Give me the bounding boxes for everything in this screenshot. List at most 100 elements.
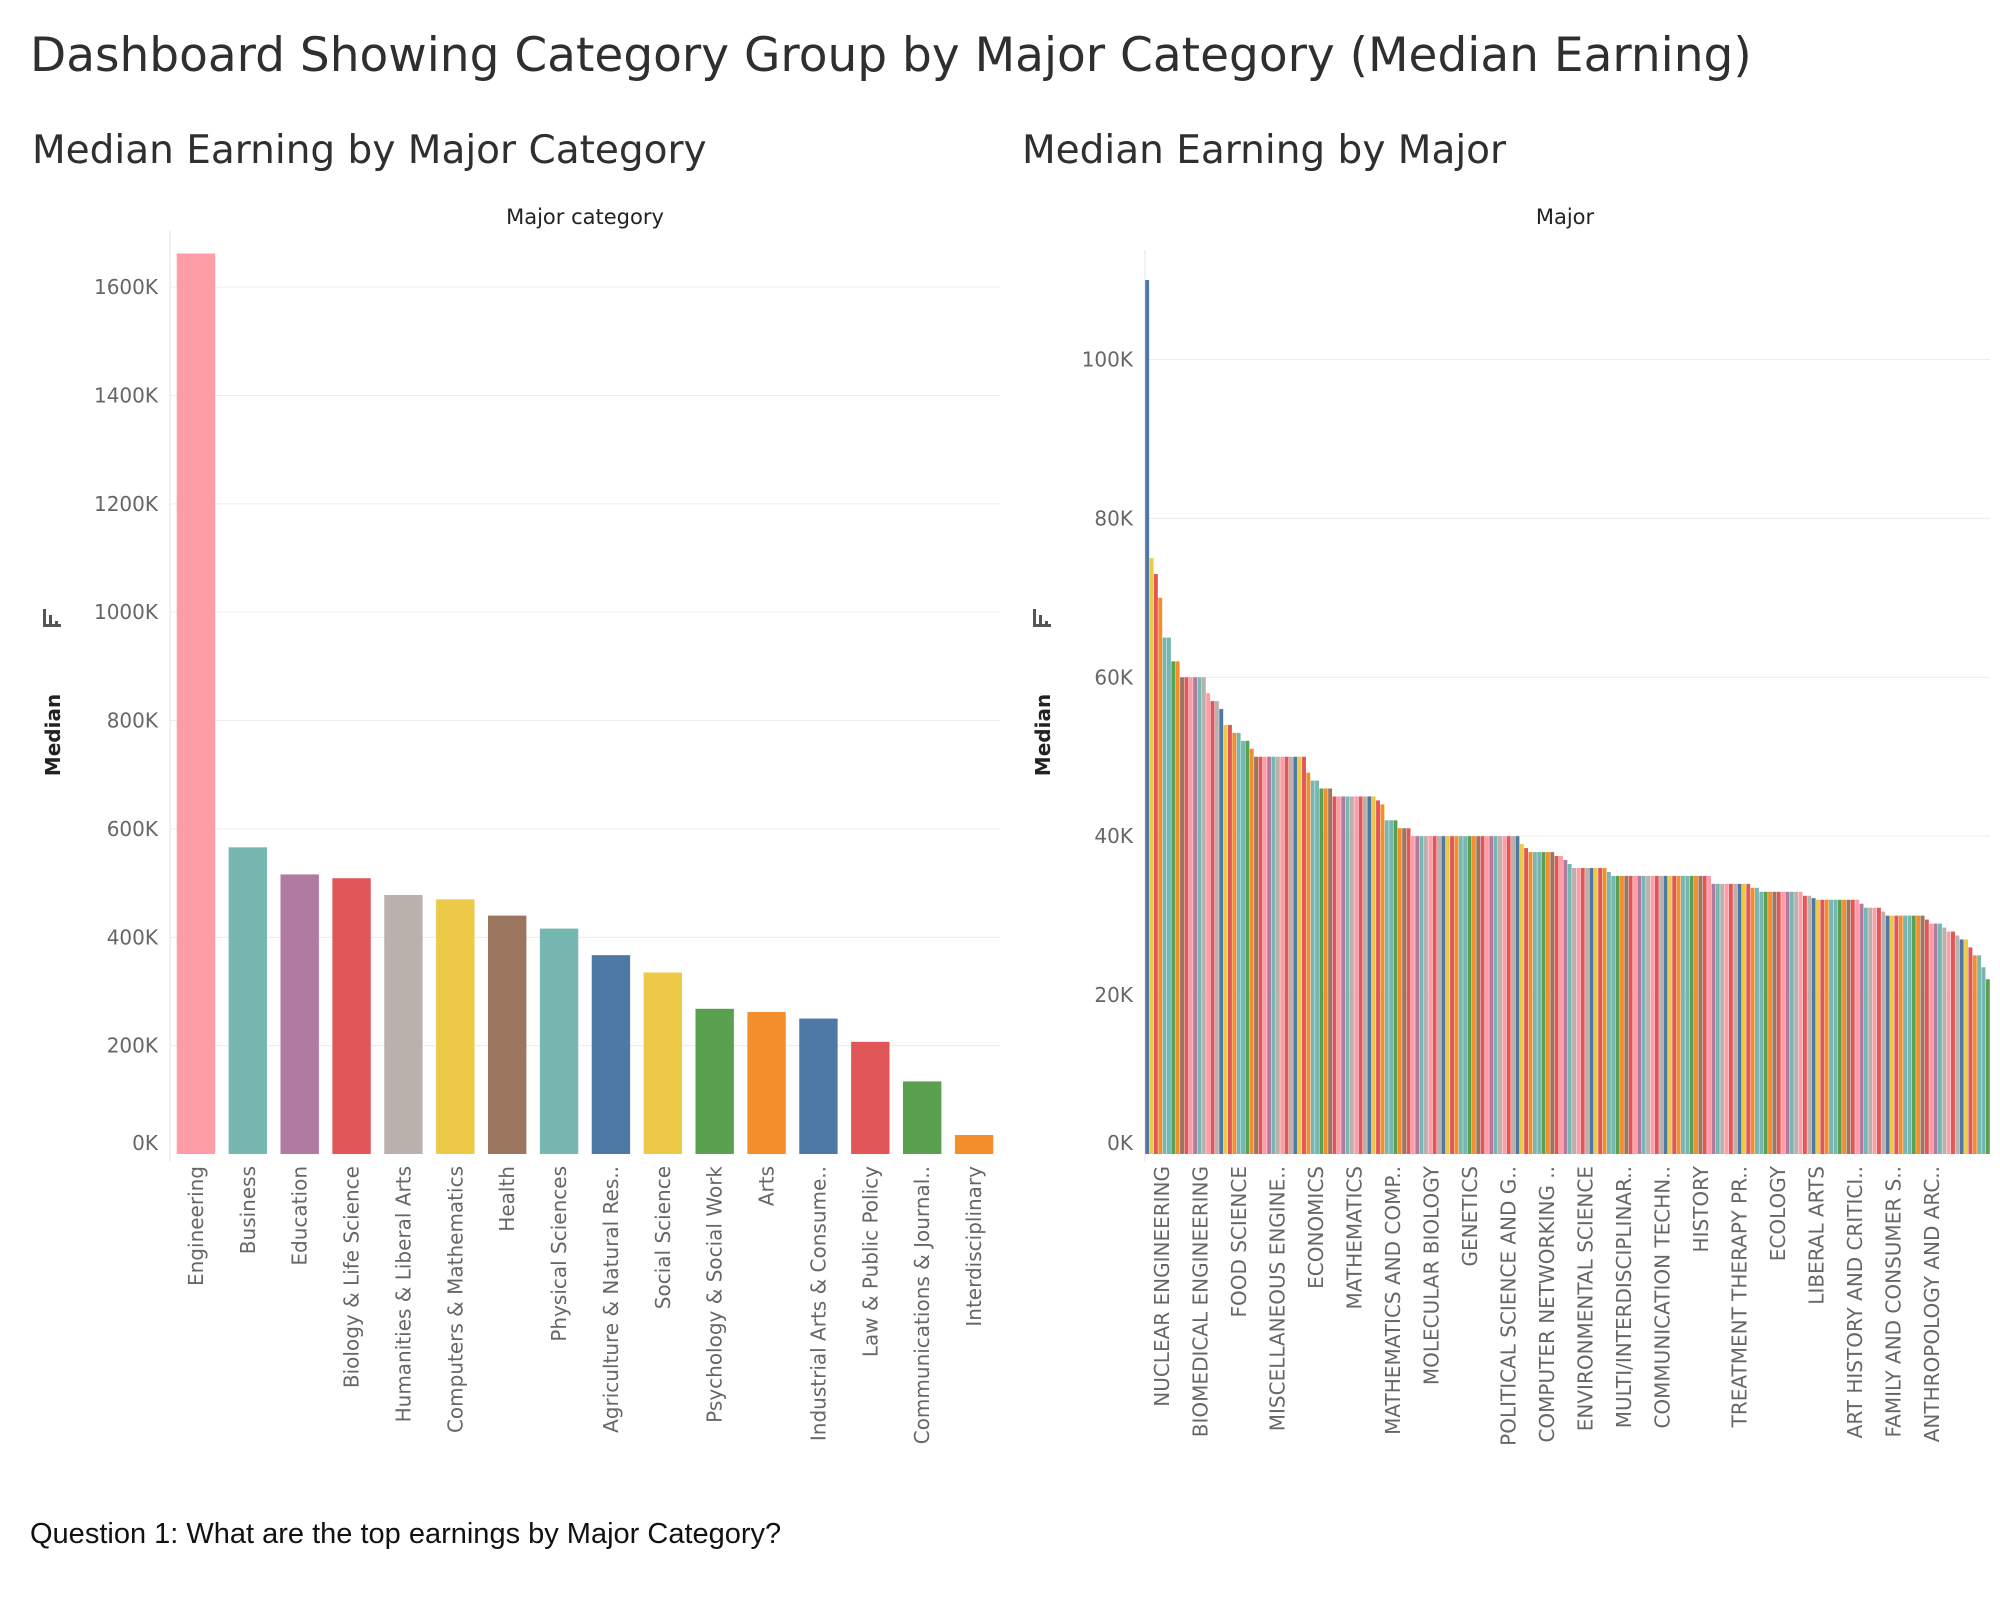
bar[interactable]: [487, 915, 527, 1154]
bar[interactable]: [1188, 677, 1193, 1154]
bar[interactable]: [1698, 875, 1703, 1154]
bar[interactable]: [1158, 597, 1163, 1154]
bar[interactable]: [954, 1135, 994, 1154]
bar[interactable]: [1184, 677, 1189, 1154]
bar[interactable]: [1554, 856, 1559, 1154]
bar[interactable]: [1166, 637, 1171, 1154]
bar[interactable]: [1946, 931, 1951, 1154]
bar[interactable]: [436, 899, 475, 1154]
bar[interactable]: [539, 928, 579, 1154]
bar[interactable]: [1476, 836, 1481, 1154]
bar[interactable]: [1689, 875, 1694, 1154]
bar[interactable]: [1728, 883, 1733, 1154]
bar[interactable]: [1275, 756, 1280, 1154]
bar[interactable]: [1297, 756, 1302, 1154]
bar[interactable]: [1519, 844, 1524, 1154]
bar[interactable]: [1349, 796, 1354, 1154]
bar[interactable]: [1302, 756, 1306, 1154]
bar[interactable]: [1236, 732, 1241, 1154]
bar[interactable]: [1720, 883, 1725, 1154]
bar[interactable]: [1206, 693, 1211, 1154]
bar[interactable]: [1929, 923, 1934, 1154]
bar[interactable]: [1602, 867, 1607, 1154]
bar[interactable]: [1768, 891, 1772, 1154]
bar[interactable]: [1772, 891, 1777, 1154]
bar[interactable]: [332, 878, 371, 1154]
bar[interactable]: [1280, 756, 1285, 1154]
bar[interactable]: [1676, 875, 1681, 1154]
bar[interactable]: [1345, 796, 1350, 1154]
bar[interactable]: [1484, 836, 1489, 1154]
bar[interactable]: [1916, 915, 1921, 1154]
bar[interactable]: [1659, 875, 1664, 1154]
bar[interactable]: [1763, 891, 1768, 1154]
bar[interactable]: [1180, 677, 1184, 1154]
bar[interactable]: [1872, 907, 1877, 1154]
bar[interactable]: [1227, 724, 1232, 1154]
bar[interactable]: [1585, 867, 1590, 1154]
bar[interactable]: [1528, 852, 1533, 1154]
bar[interactable]: [1515, 836, 1520, 1154]
bar[interactable]: [1332, 796, 1337, 1154]
bar[interactable]: [1881, 911, 1886, 1154]
bar[interactable]: [1789, 891, 1794, 1154]
bar[interactable]: [1397, 828, 1402, 1154]
bar[interactable]: [1715, 883, 1720, 1154]
bar[interactable]: [1898, 915, 1903, 1154]
bar[interactable]: [1811, 898, 1816, 1154]
bar[interactable]: [1951, 931, 1955, 1154]
bar[interactable]: [1545, 852, 1550, 1154]
bar[interactable]: [1894, 915, 1899, 1154]
bar[interactable]: [1380, 804, 1385, 1154]
bar[interactable]: [1293, 756, 1298, 1154]
bar[interactable]: [1611, 875, 1616, 1154]
bar[interactable]: [1437, 836, 1441, 1154]
bar[interactable]: [1942, 927, 1947, 1154]
bar[interactable]: [1824, 899, 1829, 1154]
bar[interactable]: [1842, 899, 1847, 1154]
bar[interactable]: [1384, 820, 1389, 1154]
bar[interactable]: [1249, 748, 1254, 1154]
bar[interactable]: [1210, 701, 1215, 1154]
bar[interactable]: [1667, 875, 1672, 1154]
bar[interactable]: [1288, 756, 1293, 1154]
bar[interactable]: [1467, 836, 1472, 1154]
bar[interactable]: [1981, 967, 1986, 1154]
bar[interactable]: [1868, 907, 1873, 1154]
bar[interactable]: [176, 253, 216, 1155]
bar[interactable]: [1498, 836, 1502, 1154]
bar[interactable]: [1785, 891, 1790, 1154]
bar[interactable]: [1890, 915, 1894, 1154]
bar[interactable]: [1489, 836, 1494, 1154]
bar[interactable]: [1807, 895, 1812, 1154]
bar[interactable]: [1201, 677, 1206, 1154]
bar[interactable]: [695, 1008, 734, 1154]
bar[interactable]: [280, 874, 319, 1154]
bar[interactable]: [1393, 820, 1398, 1154]
bar[interactable]: [1310, 780, 1315, 1154]
bar[interactable]: [1619, 875, 1624, 1154]
bar[interactable]: [1376, 800, 1380, 1154]
bar[interactable]: [1903, 915, 1908, 1154]
bar[interactable]: [1724, 883, 1729, 1154]
bar[interactable]: [1454, 836, 1459, 1154]
bar[interactable]: [1968, 947, 1973, 1154]
bar[interactable]: [643, 972, 683, 1154]
bar[interactable]: [1741, 883, 1746, 1154]
bar[interactable]: [1423, 836, 1428, 1154]
bar[interactable]: [1598, 867, 1603, 1154]
bar[interactable]: [1633, 875, 1637, 1154]
bar[interactable]: [1171, 661, 1176, 1154]
bar[interactable]: [1511, 836, 1516, 1154]
bar[interactable]: [1284, 756, 1289, 1154]
bar[interactable]: [1563, 860, 1568, 1154]
bar[interactable]: [1937, 923, 1942, 1154]
bar[interactable]: [1471, 836, 1476, 1154]
bar[interactable]: [1524, 848, 1529, 1154]
bar[interactable]: [1245, 740, 1250, 1154]
bar[interactable]: [1755, 887, 1759, 1154]
bar[interactable]: [1737, 883, 1742, 1154]
bar[interactable]: [1985, 979, 1990, 1154]
bar[interactable]: [1876, 907, 1881, 1154]
bar[interactable]: [1254, 756, 1259, 1154]
